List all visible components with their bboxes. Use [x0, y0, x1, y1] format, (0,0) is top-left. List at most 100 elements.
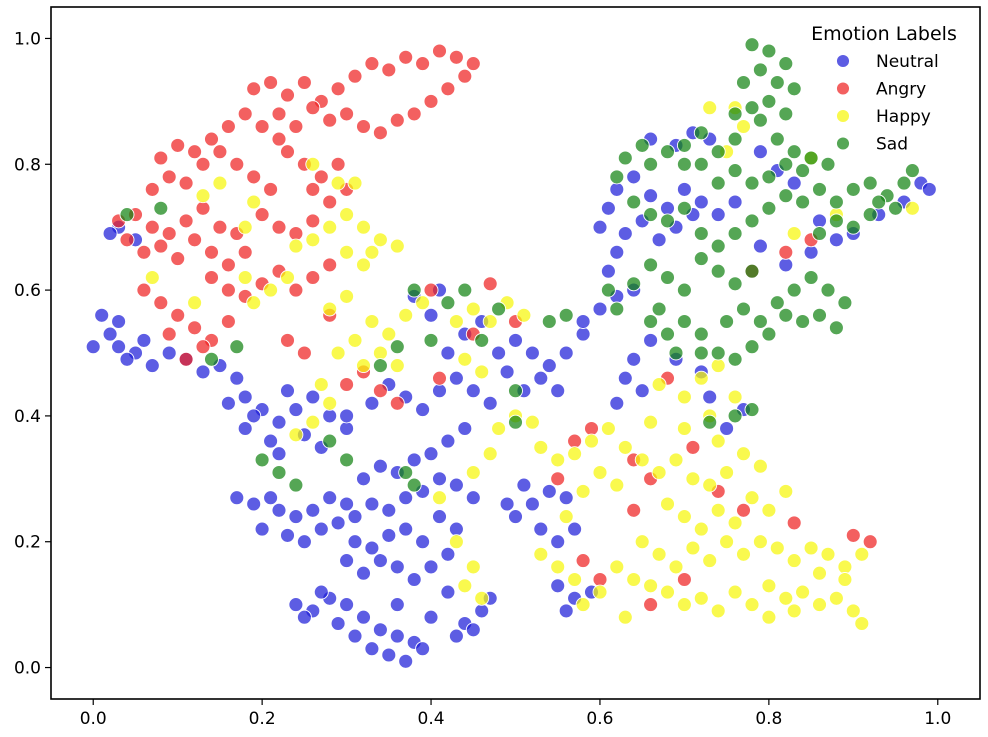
data-point-angry [153, 150, 169, 166]
points-layer [85, 37, 937, 669]
data-point-happy [584, 433, 599, 449]
data-point-neutral [575, 314, 591, 329]
data-point-sad [710, 238, 726, 254]
data-point-sad [372, 358, 388, 374]
legend-label-neutral: Neutral [876, 52, 939, 72]
data-point-neutral [111, 339, 127, 355]
data-point-sad [643, 314, 659, 329]
data-point-neutral [448, 477, 464, 493]
data-point-happy [322, 301, 338, 317]
data-point-sad [558, 307, 574, 323]
data-point-neutral [85, 339, 101, 355]
data-point-happy [246, 295, 262, 311]
x-tick-label: 0.0 [80, 709, 107, 729]
data-point-happy [769, 540, 785, 556]
data-point-neutral [575, 326, 591, 342]
data-point-sad [828, 213, 844, 229]
data-point-happy [651, 377, 667, 392]
data-point-happy [736, 446, 751, 462]
data-point-angry [288, 226, 304, 241]
data-point-neutral [111, 314, 127, 329]
data-point-sad [871, 194, 887, 210]
data-point-happy [744, 597, 760, 613]
data-point-happy [389, 238, 405, 254]
data-point-sad [660, 326, 675, 342]
data-point-happy [643, 578, 659, 594]
data-point-angry [187, 144, 203, 160]
data-point-angry [575, 553, 591, 569]
legend-marker-angry [836, 81, 850, 96]
data-point-angry [626, 502, 642, 518]
data-point-sad [744, 402, 760, 418]
data-point-neutral [423, 446, 439, 462]
data-point-neutral [491, 345, 507, 361]
data-point-neutral [440, 433, 456, 449]
data-point-neutral [246, 408, 262, 424]
data-point-neutral [423, 307, 439, 323]
data-point-happy [305, 232, 321, 248]
data-point-sad [812, 181, 827, 197]
data-point-happy [643, 414, 659, 430]
data-point-happy [305, 414, 321, 430]
data-point-happy [617, 609, 633, 625]
data-point-neutral [465, 383, 481, 399]
data-point-neutral [533, 521, 549, 537]
data-point-neutral [372, 622, 388, 638]
data-point-sad [744, 100, 760, 116]
data-point-neutral [339, 496, 355, 512]
data-point-angry [280, 332, 295, 348]
data-point-angry [482, 276, 498, 292]
data-point-angry [372, 125, 388, 141]
data-point-angry [187, 320, 203, 336]
data-point-neutral [828, 232, 844, 248]
data-point-happy [693, 370, 709, 386]
data-point-neutral [381, 647, 397, 663]
data-point-angry [246, 81, 262, 97]
data-point-neutral [102, 326, 118, 342]
data-point-neutral [508, 509, 523, 525]
data-point-happy [491, 421, 507, 436]
data-point-neutral [347, 534, 363, 550]
data-point-sad [626, 276, 642, 292]
data-point-sad [837, 295, 853, 311]
data-point-neutral [364, 540, 380, 556]
data-point-angry [465, 56, 481, 72]
data-point-angry [406, 106, 422, 122]
data-point-angry [567, 433, 583, 449]
data-point-sad [752, 314, 768, 329]
data-point-happy [575, 597, 591, 613]
data-point-happy [685, 540, 701, 556]
data-point-sad [904, 163, 920, 179]
x-tick-label: 0.2 [249, 709, 276, 729]
data-point-angry [204, 244, 219, 260]
data-point-angry [280, 144, 295, 160]
x-tick-label: 0.6 [586, 709, 613, 729]
data-point-sad [389, 339, 405, 355]
data-point-sad [761, 43, 777, 59]
data-point-neutral [448, 370, 464, 386]
data-point-neutral [423, 609, 439, 625]
data-point-neutral [440, 584, 456, 600]
data-point-sad [508, 383, 523, 399]
data-point-happy [524, 414, 540, 430]
data-point-sad [643, 156, 659, 172]
data-point-sad [457, 282, 473, 298]
data-point-happy [322, 219, 338, 235]
data-point-happy [752, 458, 768, 474]
data-point-neutral [499, 496, 515, 512]
data-point-neutral [381, 527, 397, 543]
y-tick-label: 1.0 [14, 29, 41, 49]
data-point-neutral [533, 370, 549, 386]
data-point-sad [710, 144, 726, 160]
data-point-sad [271, 465, 287, 480]
data-point-happy [634, 534, 650, 550]
data-point-sad [786, 81, 802, 97]
data-point-neutral [364, 395, 380, 411]
data-point-sad [660, 270, 675, 285]
data-point-angry [170, 137, 186, 153]
data-point-sad [719, 314, 735, 329]
data-point-neutral [465, 622, 481, 638]
data-point-sad [668, 345, 684, 361]
data-point-happy [710, 502, 726, 518]
